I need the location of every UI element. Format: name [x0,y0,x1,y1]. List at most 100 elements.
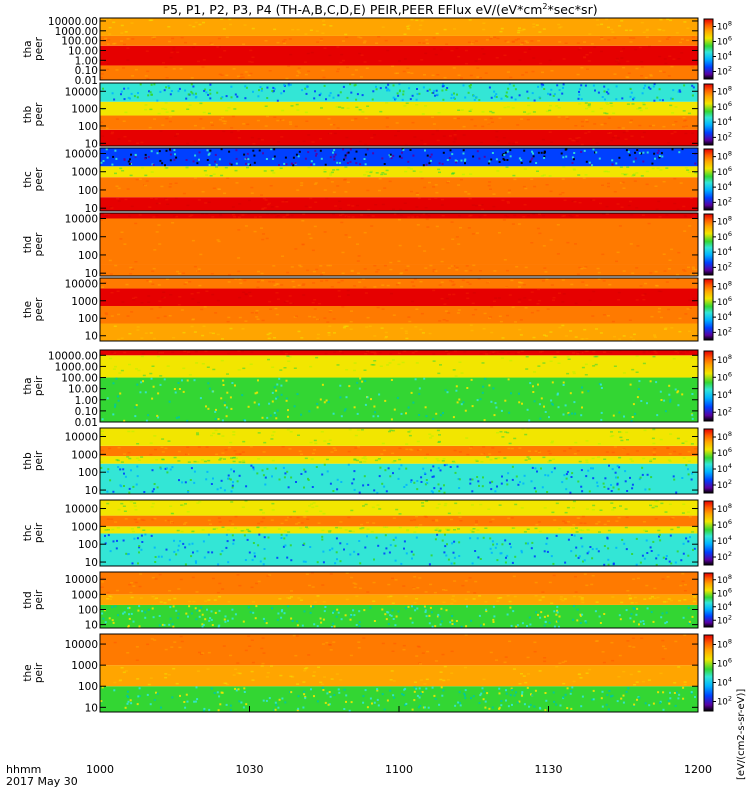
texture-cell [126,47,130,49]
texture-cell [468,110,472,112]
texture-cell [256,526,260,529]
texture-cell [531,157,534,160]
texture-cell [622,187,626,189]
texture-cell [302,213,306,215]
texture-cell [291,162,294,165]
colorbar-tick-label: 108 [717,85,732,98]
texture-cell [103,609,106,612]
texture-cell [336,161,339,164]
y-tick-label: 10000 [65,432,98,444]
texture-cell [238,296,242,299]
texture-cell [630,602,634,604]
texture-cell [595,355,599,358]
texture-cell [585,461,589,463]
texture-cell [253,161,256,164]
y-tick-label: 1000.00 [55,26,98,38]
texture-cell [348,428,352,431]
texture-cell [666,447,670,449]
texture-cell [511,306,515,309]
texture-cell [104,213,108,215]
texture-cell [534,450,538,452]
texture-cell [403,105,407,107]
texture-cell [237,137,241,139]
texture-cell [435,32,439,35]
texture-cell [325,197,329,200]
texture-cell [101,508,105,510]
texture-cell [208,164,211,166]
texture-cell [397,260,401,262]
texture-cell [154,448,157,451]
texture-cell [437,168,441,171]
texture-cell [415,655,419,657]
texture-cell [296,516,300,519]
texture-cell [113,353,117,355]
texture-cell [566,356,570,358]
texture-cell [183,283,187,285]
texture-cell [527,450,531,452]
texture-cell [458,541,461,544]
y-tick-label: 10000 [65,213,98,225]
texture-cell [327,703,330,706]
texture-cell [163,602,167,604]
texture-cell [133,95,136,98]
texture-cell [282,466,285,469]
texture-cell [169,606,172,609]
texture-cell [595,151,598,154]
texture-cell [412,154,415,157]
texture-cell [221,120,225,122]
texture-cell [178,388,181,390]
texture-cell [219,214,223,217]
texture-cell [383,264,387,267]
texture-cell [451,598,455,601]
texture-cell [438,615,441,618]
texture-cell [646,473,649,476]
texture-cell [296,709,299,712]
texture-cell [414,326,418,328]
texture-cell [164,648,168,651]
texture-cell [234,93,237,96]
texture-cell [625,516,629,519]
texture-cell [541,71,544,74]
texture-cell [472,155,475,158]
texture-cell [660,502,664,505]
texture-cell [363,231,367,234]
probe-label: thd [22,236,34,253]
texture-cell [527,458,531,460]
texture-cell [601,690,604,693]
texture-cell [156,317,160,319]
texture-cell [156,486,159,489]
texture-cell [221,338,224,340]
texture-cell [297,155,300,158]
colorbar-tick-label: 106 [717,230,732,243]
texture-cell [144,533,147,536]
texture-cell [645,584,649,587]
texture-cell [229,396,232,399]
texture-cell [600,418,603,421]
texture-cell [595,601,599,603]
texture-cell [402,648,406,651]
texture-cell [321,271,325,274]
texture-cell [389,689,392,692]
texture-cell [522,284,526,286]
texture-cell [187,490,189,493]
texture-cell [151,397,154,400]
texture-cell [543,624,546,627]
type-label: peer [33,102,45,127]
texture-cell [316,41,320,43]
texture-cell [298,150,301,153]
texture-cell [284,519,288,521]
texture-cell [364,458,368,460]
texture-cell [290,105,294,107]
texture-cell [689,197,693,199]
texture-cell [111,92,114,95]
texture-cell [553,700,556,703]
texture-cell [403,540,406,543]
texture-cell [260,272,264,275]
texture-cell [587,104,591,107]
texture-cell [168,590,172,592]
texture-cell [665,557,668,560]
texture-cell [631,637,635,639]
texture-cell [630,460,634,462]
texture-cell [633,703,636,706]
